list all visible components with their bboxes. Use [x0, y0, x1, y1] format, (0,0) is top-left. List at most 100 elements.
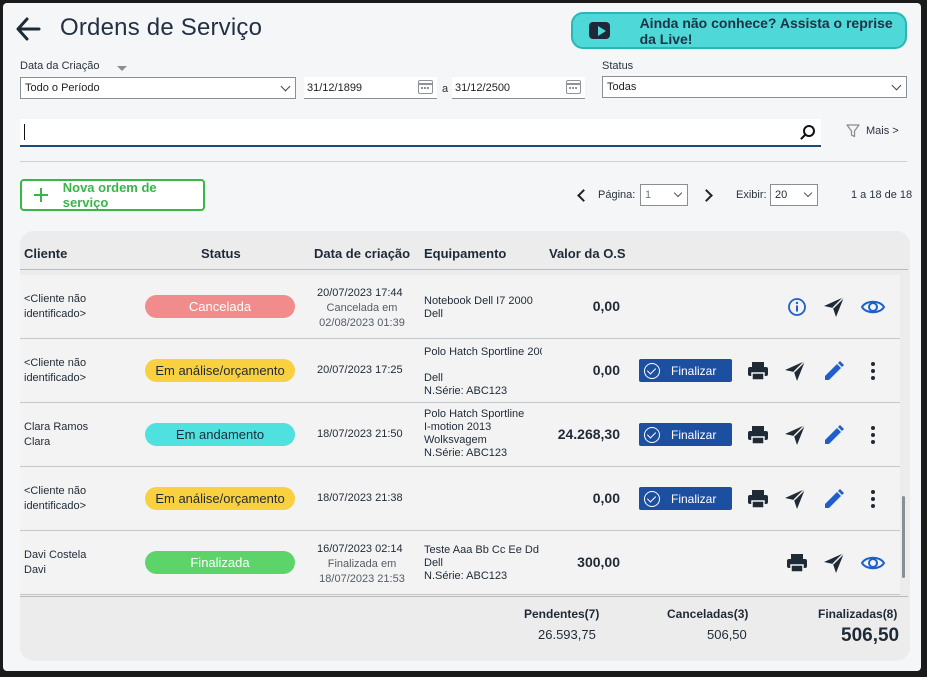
client-cell: Clara Ramos Clara — [24, 420, 134, 450]
finalize-button[interactable]: Finalizar — [639, 487, 732, 510]
pending-total-label: Pendentes(7) — [524, 607, 600, 621]
date-to-value: 31/12/2500 — [455, 82, 511, 94]
chevron-down-icon — [891, 80, 902, 91]
new-order-label: Nova ordem de serviço — [62, 180, 157, 210]
send-icon[interactable] — [783, 487, 807, 511]
column-header-date[interactable]: Data de criação — [314, 246, 411, 261]
client-name-line: Davi Costela — [24, 549, 87, 561]
table-scrollbar[interactable] — [900, 271, 908, 581]
created-date: 16/07/2023 02:14 — [317, 543, 403, 555]
table-row[interactable]: <Cliente não identificado> Em análise/or… — [20, 467, 900, 531]
more-filters-button[interactable]: Mais > — [846, 124, 899, 138]
finished-date: Finalizada em 18/07/2023 21:53 — [317, 557, 407, 587]
edit-icon[interactable] — [822, 423, 846, 447]
send-icon[interactable] — [822, 551, 846, 575]
filter-icon — [846, 124, 860, 138]
header-divider — [20, 269, 908, 270]
page-select[interactable]: 1 — [640, 184, 688, 206]
equipment-cell: Notebook Dell I7 2000 Dell — [424, 295, 542, 321]
pagination-range: 1 a 18 de 18 — [851, 189, 913, 201]
chevron-right-icon[interactable] — [700, 189, 713, 202]
send-icon[interactable] — [822, 295, 846, 319]
finalize-button[interactable]: Finalizar — [639, 423, 732, 446]
plus-icon — [34, 188, 48, 202]
date-to-input[interactable]: 31/12/2500 — [452, 77, 585, 99]
equipment-line: Dell — [424, 308, 443, 320]
status-select[interactable]: Todas — [602, 76, 907, 98]
date-sub-line: 02/08/2023 01:39 — [319, 317, 405, 329]
date-from-input[interactable]: 31/12/1899 — [304, 77, 437, 99]
client-cell: <Cliente não identificado> — [24, 484, 134, 514]
client-name-line: identificado> — [24, 500, 87, 512]
new-order-button[interactable]: Nova ordem de serviço — [20, 179, 205, 211]
equipment-line: N.Série: ABC123 — [424, 570, 508, 582]
date-sub-line: Finalizada em — [327, 558, 397, 570]
equipment-cell: Polo Hatch Sportline 200 Dell N.Série: A… — [424, 346, 542, 398]
column-header-client[interactable]: Cliente — [24, 246, 68, 261]
created-date: 20/07/2023 17:25 — [317, 364, 403, 376]
more-filters-label: Mais > — [866, 125, 899, 137]
column-header-value[interactable]: Valor da O.S — [549, 246, 626, 261]
eye-icon[interactable] — [861, 551, 885, 575]
back-arrow-icon[interactable] — [15, 15, 41, 43]
eye-icon[interactable] — [861, 295, 885, 319]
finalize-label: Finalizar — [671, 427, 717, 442]
cancelled-total-label: Canceladas(3) — [667, 607, 749, 621]
search-input[interactable] — [20, 119, 821, 147]
table-row[interactable]: Davi Costela Davi Finalizada 16/07/2023 … — [20, 531, 900, 595]
column-header-equipment[interactable]: Equipamento — [424, 246, 507, 261]
order-value: 0,00 — [592, 362, 620, 378]
more-vertical-icon[interactable] — [861, 423, 885, 447]
client-name-line: identificado> — [24, 372, 87, 384]
show-select[interactable]: 20 — [770, 184, 818, 206]
scrollbar-thumb[interactable] — [902, 496, 905, 578]
finalize-button[interactable]: Finalizar — [639, 359, 732, 382]
equipment-cell: Polo Hatch Sportline I-motion 2013 Wolks… — [424, 408, 542, 460]
table-row[interactable]: Clara Ramos Clara Em andamento 18/07/202… — [20, 403, 900, 467]
equipment-line — [424, 359, 542, 372]
column-header-status[interactable]: Status — [201, 246, 241, 261]
calendar-icon[interactable] — [566, 80, 581, 94]
print-icon[interactable] — [785, 551, 809, 575]
more-vertical-icon[interactable] — [861, 487, 885, 511]
finalize-label: Finalizar — [671, 491, 717, 506]
client-name-line: identificado> — [24, 308, 87, 320]
send-icon[interactable] — [783, 423, 807, 447]
table-row[interactable]: <Cliente não identificado> Cancelada 20/… — [20, 275, 900, 339]
status-badge: Finalizada — [145, 551, 295, 574]
print-icon[interactable] — [746, 359, 770, 383]
live-replay-button[interactable]: Ainda não conhece? Assista o reprise da … — [571, 12, 907, 49]
app-window: Ordens de Serviço Ainda não conhece? Ass… — [3, 3, 921, 671]
date-filter-toggle-icon[interactable] — [117, 66, 127, 71]
live-replay-label: Ainda não conhece? Assista o reprise da … — [639, 14, 893, 47]
period-select[interactable]: Todo o Período — [20, 77, 296, 99]
date-range-separator: a — [442, 83, 449, 95]
print-icon[interactable] — [746, 423, 770, 447]
chevron-left-icon[interactable] — [577, 189, 590, 202]
created-date: 18/07/2023 21:38 — [317, 492, 403, 504]
equipment-line: Polo Hatch Sportline — [424, 408, 525, 420]
edit-icon[interactable] — [822, 487, 846, 511]
chevron-down-icon — [280, 81, 291, 92]
send-icon[interactable] — [783, 359, 807, 383]
search-icon[interactable] — [803, 125, 815, 137]
equipment-line: Dell — [424, 372, 443, 384]
edit-icon[interactable] — [822, 359, 846, 383]
header: Ordens de Serviço Ainda não conhece? Ass… — [3, 3, 921, 55]
info-icon[interactable] — [785, 295, 809, 319]
equipment-line: Wolksvagem — [424, 434, 487, 446]
calendar-icon[interactable] — [418, 80, 433, 94]
equipment-line: Polo Hatch Sportline 200 — [424, 346, 542, 358]
finished-total-label: Finalizadas(8) — [818, 607, 898, 621]
date-sub-line: 18/07/2023 21:53 — [319, 573, 405, 585]
table-row[interactable]: <Cliente não identificado> Em análise/or… — [20, 339, 900, 403]
print-icon[interactable] — [746, 487, 770, 511]
pending-total-value: 26.593,75 — [538, 627, 596, 642]
created-date: 20/07/2023 17:44 — [317, 287, 403, 299]
cancelled-total-value: 506,50 — [707, 627, 747, 642]
chevron-down-icon — [673, 188, 683, 198]
equipment-line: N.Série: ABC123 — [424, 447, 508, 459]
order-value: 300,00 — [577, 554, 620, 570]
client-cell: <Cliente não identificado> — [24, 292, 134, 322]
more-vertical-icon[interactable] — [861, 359, 885, 383]
